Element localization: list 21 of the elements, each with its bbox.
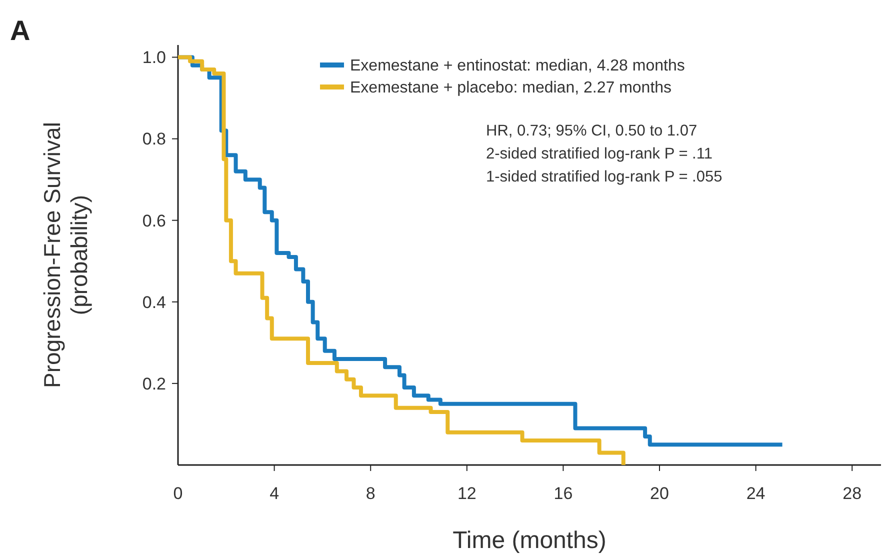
x-tick-label: 16 — [554, 484, 573, 503]
x-tick-label: 28 — [842, 484, 862, 503]
annotation: HR, 0.73; 95% CI, 0.50 to 1.07 — [486, 122, 698, 140]
x-tick-label: 0 — [173, 484, 183, 503]
y-axis-title: Progression-Free Survival (probability) — [39, 122, 92, 388]
y-tick-label: 0.4 — [142, 292, 166, 312]
y-tick-label: 0.2 — [142, 374, 166, 394]
annotation: 1-sided stratified log-rank P = .055 — [486, 168, 722, 186]
chart-title: A — [10, 15, 30, 46]
y-tick-label: 1.0 — [142, 48, 166, 68]
annotation: 2-sided stratified log-rank P = .11 — [486, 145, 712, 162]
x-tick-label: 12 — [457, 484, 476, 503]
legend-label: Exemestane + entinostat: median, 4.28 months — [350, 58, 685, 75]
x-tick-label: 8 — [366, 484, 376, 503]
x-tick-label: 24 — [746, 484, 766, 503]
legend-label: Exemestane + placebo: median, 2.27 months — [350, 80, 672, 97]
x-tick-label: 4 — [270, 484, 280, 503]
x-tick-label: 20 — [650, 484, 669, 503]
y-tick-label: 0.6 — [142, 211, 166, 230]
y-tick-label: 0.8 — [142, 130, 166, 149]
x-axis-title: Time (months) — [452, 527, 606, 554]
